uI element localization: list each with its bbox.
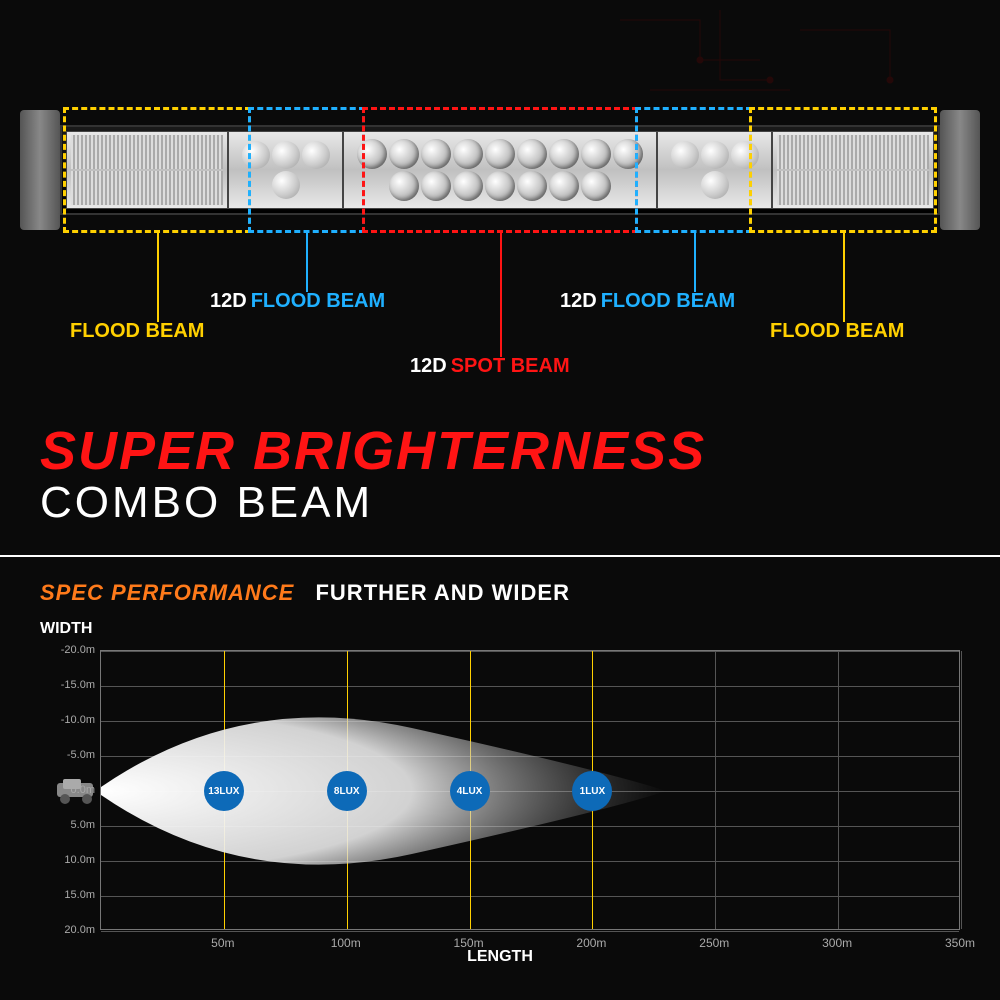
xtick: 300m: [822, 936, 852, 950]
seg-flood-inner-l: [228, 131, 343, 209]
callout-label-flood-in-r: 12DFLOOD BEAM: [560, 290, 735, 313]
callout-label-flood-left: FLOOD BEAM: [70, 320, 204, 343]
callout-label-flood-in-l: 12DFLOOD BEAM: [210, 290, 385, 313]
seg-flood-outer-l: [66, 131, 228, 209]
bracket-right: [940, 110, 980, 230]
headline-sub: COMBO BEAM: [40, 478, 706, 528]
callout-label-spot: 12DSPOT BEAM: [410, 355, 570, 378]
chart-xlabel: LENGTH: [467, 948, 533, 966]
seg-spot: [343, 131, 657, 209]
spec-line: SPEC PERFORMANCE FURTHER AND WIDER: [40, 580, 570, 606]
xtick: 350m: [945, 936, 975, 950]
seg-flood-outer-r: [772, 131, 934, 209]
xtick: 150m: [454, 936, 484, 950]
headline: SUPER BRIGHTERNESS COMBO BEAM: [40, 420, 706, 528]
ytick: 15.0m: [40, 889, 95, 901]
spec-sub: FURTHER AND WIDER: [315, 580, 570, 605]
chart-grid: 13LUX 8LUX 4LUX 1LUX: [100, 650, 960, 930]
divider: [0, 555, 1000, 557]
lux-point: 8LUX: [327, 771, 367, 811]
lightbar-body: [60, 125, 940, 215]
lux-point: 1LUX: [572, 771, 612, 811]
callout-line-flood-left: [157, 233, 159, 322]
xtick: 50m: [211, 936, 234, 950]
callout-line-flood-in-r: [694, 233, 696, 292]
ytick: -5.0m: [40, 749, 95, 761]
xtick: 200m: [576, 936, 606, 950]
ytick: -20.0m: [40, 644, 95, 656]
seg-flood-inner-r: [657, 131, 772, 209]
callout-line-flood-right: [843, 233, 845, 322]
callout-line-spot: [500, 233, 502, 357]
beam-chart: WIDTH 13LUX8LUX4LUX1LUX LENGTH -20.0m-15…: [40, 620, 960, 960]
chart-ylabel: WIDTH: [40, 620, 92, 638]
ytick: -15.0m: [40, 679, 95, 691]
lux-point: 13LUX: [204, 771, 244, 811]
ytick: 0.0m: [40, 784, 95, 796]
ytick: 20.0m: [40, 924, 95, 936]
ytick: 5.0m: [40, 819, 95, 831]
headline-main: SUPER BRIGHTERNESS: [40, 420, 706, 482]
xtick: 250m: [699, 936, 729, 950]
spec-label: SPEC PERFORMANCE: [40, 580, 294, 605]
ytick: -10.0m: [40, 714, 95, 726]
xtick: 100m: [331, 936, 361, 950]
callout-label-flood-right: FLOOD BEAM: [770, 320, 904, 343]
lux-point: 4LUX: [450, 771, 490, 811]
callout-line-flood-in-l: [306, 233, 308, 292]
bracket-left: [20, 110, 60, 230]
ytick: 10.0m: [40, 854, 95, 866]
